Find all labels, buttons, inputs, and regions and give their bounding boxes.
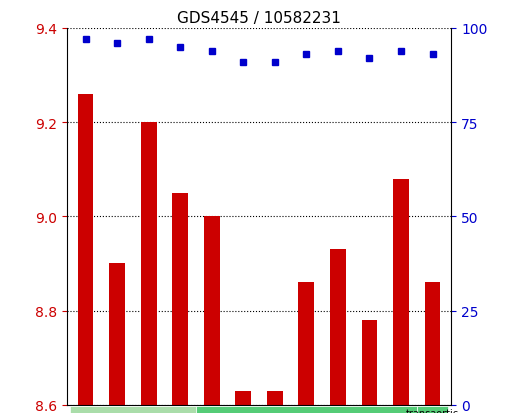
Bar — [267, 391, 283, 405]
Bar — [141, 123, 156, 405]
Bar — [393, 179, 409, 405]
Bar — [299, 282, 314, 405]
Bar — [235, 391, 251, 405]
Bar — [330, 250, 346, 405]
Title: GDS4545 / 10582231: GDS4545 / 10582231 — [177, 12, 341, 26]
Bar — [109, 264, 125, 405]
Text: transaortic
constriction: transaortic constriction — [404, 408, 461, 413]
Bar — [204, 217, 220, 405]
Bar — [362, 320, 378, 405]
Bar — [425, 282, 440, 405]
Bar — [172, 193, 188, 405]
Bar — [78, 95, 93, 405]
